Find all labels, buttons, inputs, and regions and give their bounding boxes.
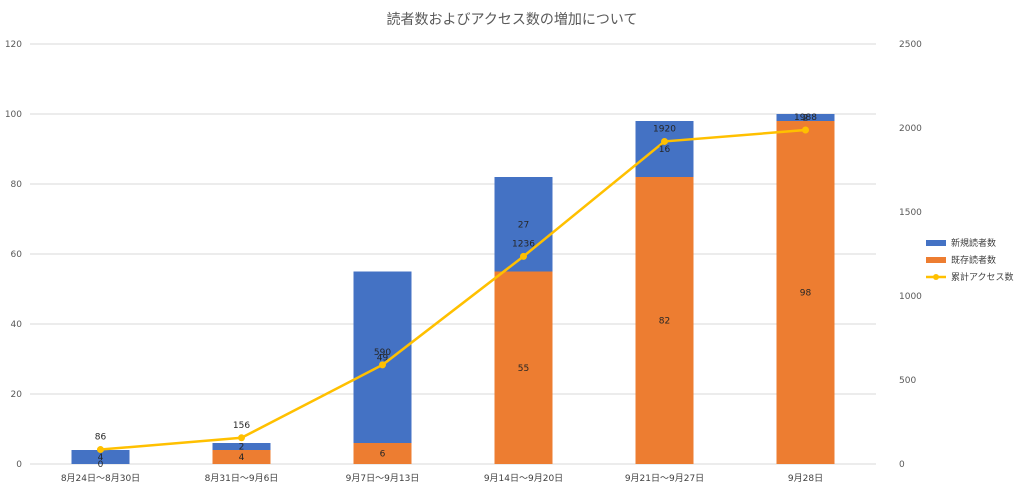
legend-swatch — [926, 257, 946, 263]
gridlines — [30, 43, 876, 465]
right-axis-tick: 1000 — [899, 292, 922, 302]
bar-existing-readers — [635, 177, 694, 464]
right-axis-tick: 2000 — [899, 124, 922, 134]
line-point-access — [520, 252, 527, 260]
label-existing-readers: 55 — [518, 364, 529, 374]
legend-swatch-marker — [933, 274, 939, 280]
label-access-count: 1236 — [512, 239, 535, 249]
line-access-count — [100, 128, 806, 451]
legend-swatch — [926, 240, 946, 246]
left-axis-tick: 80 — [11, 180, 23, 190]
left-axis: 0 20 40 60 80 100 120 — [5, 40, 22, 470]
bar-new-readers — [776, 114, 835, 121]
x-category-label: 9月7日～9月13日 — [346, 473, 420, 484]
label-access-count: 590 — [374, 348, 391, 358]
bar-existing-readers — [212, 450, 271, 464]
bar-existing-readers — [353, 443, 412, 464]
label-access-count: 156 — [233, 421, 250, 431]
label-existing-readers: 6 — [380, 450, 386, 460]
x-category-label: 9月21日～9月27日 — [625, 473, 704, 484]
x-axis-categories: 8月24日～8月30日 8月31日～9月6日 9月7日～9月13日 9月14日～9月2… — [61, 473, 823, 484]
bars — [71, 114, 835, 464]
label-existing-readers: 4 — [239, 453, 245, 463]
line-point-access — [802, 126, 809, 134]
x-category-label: 8月24日～8月30日 — [61, 473, 140, 484]
left-axis-tick: 100 — [5, 110, 22, 120]
right-axis-tick: 0 — [899, 460, 905, 470]
label-access-count: 1920 — [653, 124, 676, 134]
label-access-count: 1988 — [794, 113, 817, 123]
label-new-readers: 49 — [377, 353, 389, 363]
label-existing-readers: 98 — [800, 289, 812, 299]
right-axis-tick: 1500 — [899, 208, 922, 218]
line-point-access — [661, 137, 668, 145]
x-category-label: 9月14日～9月20日 — [484, 473, 563, 484]
line-point-access — [238, 434, 245, 442]
label-new-readers: 27 — [518, 220, 529, 230]
line-point-access — [97, 446, 104, 454]
bar-new-readers — [71, 450, 130, 464]
label-new-readers: 2 — [803, 114, 809, 124]
left-axis-tick: 120 — [5, 40, 22, 50]
label-existing-readers: 0 — [98, 460, 104, 470]
left-axis-tick: 60 — [11, 250, 23, 260]
legend-entry: 新規読者数 — [951, 237, 996, 249]
left-axis-tick: 40 — [11, 320, 23, 330]
legend-entry: 既存読者数 — [951, 254, 996, 266]
legend-entry: 累計アクセス数 — [951, 271, 1014, 283]
label-new-readers: 16 — [659, 145, 671, 155]
line-point-access — [379, 361, 386, 369]
right-axis: 0 500 1000 1500 2000 2500 — [899, 40, 922, 470]
x-category-label: 8月31日～9月6日 — [205, 473, 279, 484]
left-axis-tick: 0 — [16, 460, 22, 470]
bar-new-readers — [353, 271, 412, 443]
chart-title: 読者数およびアクセス数の増加について — [387, 11, 638, 28]
bar-new-readers — [635, 121, 694, 177]
right-axis-tick: 2500 — [899, 40, 922, 50]
right-axis-tick: 500 — [899, 376, 916, 386]
x-category-label: 9月28日 — [788, 473, 823, 484]
label-new-readers: 2 — [239, 443, 245, 453]
label-existing-readers: 82 — [659, 317, 670, 327]
label-access-count: 86 — [95, 433, 107, 443]
bar-existing-readers — [494, 271, 553, 464]
left-axis-tick: 20 — [11, 390, 23, 400]
bar-existing-readers — [776, 121, 835, 464]
bar-new-readers — [212, 443, 271, 450]
access-line — [97, 126, 809, 454]
label-new-readers: 4 — [98, 453, 104, 463]
